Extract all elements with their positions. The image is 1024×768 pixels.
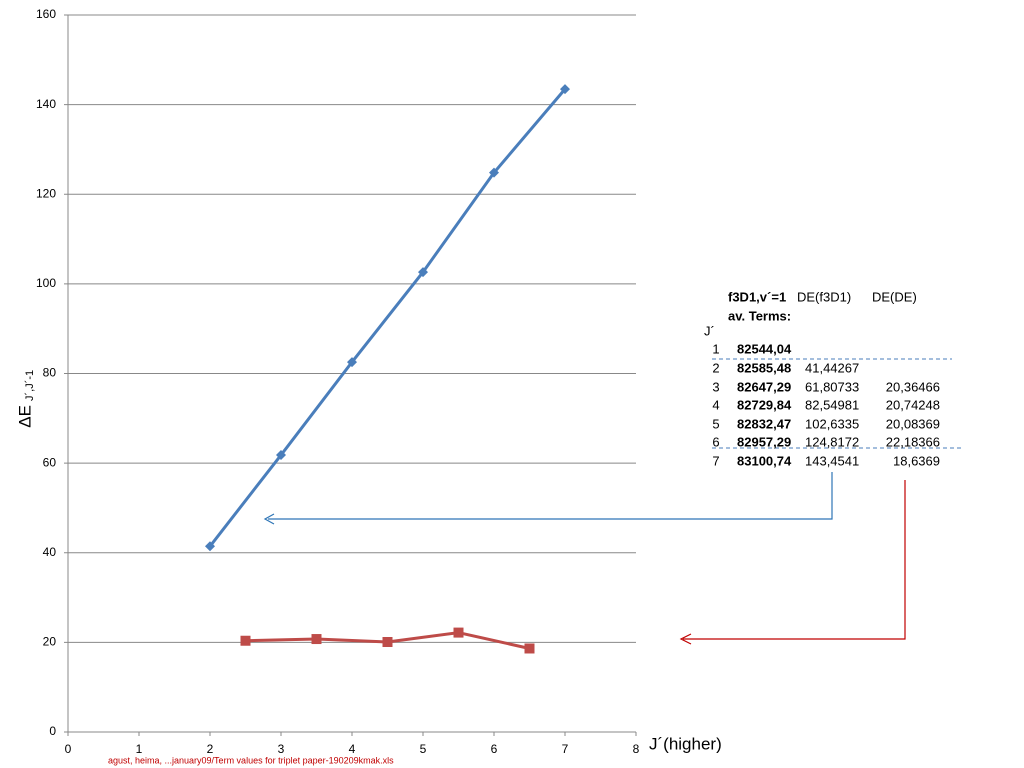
- table-cell: 82832,47: [737, 416, 791, 431]
- arrow: [683, 480, 906, 640]
- table-cell: 22,18366: [886, 434, 940, 449]
- table-title: f3D1,v´=1: [728, 289, 786, 304]
- x-tick-label: 1: [136, 742, 143, 756]
- table-cell: 143,4541: [805, 453, 859, 468]
- x-tick-label: 7: [562, 742, 569, 756]
- y-axis-label-sub: J´,J´-1: [24, 370, 36, 401]
- table-cell: 82585,48: [737, 360, 791, 375]
- marker: [240, 635, 251, 646]
- table-cell: 61,80733: [805, 379, 859, 394]
- line: [208, 88, 567, 548]
- table-cell: 82729,84: [737, 397, 792, 412]
- x-tick-label: 5: [420, 742, 427, 756]
- y-tick-label: 20: [43, 635, 57, 649]
- arrowhead: [263, 513, 275, 525]
- y-axis-label: ΔE J´,J´-1: [15, 370, 35, 428]
- y-axis-label-main: ΔE: [15, 405, 34, 428]
- y-tick-label: 120: [36, 186, 56, 200]
- y-tick-label: 160: [36, 7, 56, 21]
- y-tick-label: 60: [43, 455, 57, 469]
- table-cell: 41,44267: [805, 360, 859, 375]
- x-axis-label: J´(higher): [649, 734, 722, 753]
- table-cell: 18,6369: [893, 453, 940, 468]
- table-cell: 3: [712, 379, 719, 394]
- marker: [205, 541, 215, 552]
- table-cell: 2: [712, 360, 719, 375]
- x-tick-label: 6: [491, 742, 498, 756]
- x-tick-label: 8: [633, 742, 640, 756]
- y-tick-label: 40: [43, 545, 57, 559]
- table-cell: 6: [712, 434, 719, 449]
- table-cell: 4: [712, 397, 719, 412]
- marker: [347, 357, 357, 368]
- marker: [311, 634, 322, 645]
- table-cell: 102,6335: [805, 416, 859, 431]
- x-tick-label: 4: [349, 742, 356, 756]
- y-tick-label: 140: [36, 97, 56, 111]
- x-tick-label: 0: [65, 742, 72, 756]
- source-note: agust, heima, ...january09/Term values f…: [108, 755, 394, 765]
- table-cell: 7: [712, 453, 719, 468]
- table-cell: 83100,74: [737, 453, 792, 468]
- arrowhead: [679, 633, 692, 645]
- marker: [489, 167, 499, 178]
- table-cell: 20,36466: [886, 379, 940, 394]
- table-header: DE(DE): [872, 289, 917, 304]
- marker: [418, 267, 428, 278]
- y-tick-label: 80: [43, 366, 57, 380]
- marker: [453, 627, 464, 638]
- table-cell: 82647,29: [737, 379, 791, 394]
- table-cell: 1: [712, 341, 719, 356]
- table-cell: 20,08369: [886, 416, 940, 431]
- marker: [524, 643, 535, 654]
- y-tick-label: 0: [49, 724, 56, 738]
- table-header: DE(f3D1): [797, 289, 851, 304]
- marker: [382, 636, 393, 647]
- table-cell: 124,8172: [805, 434, 859, 449]
- table-subtitle: av. Terms:: [728, 308, 791, 323]
- table-cell: 82544,04: [737, 341, 792, 356]
- marker: [560, 84, 570, 95]
- arrow: [268, 472, 833, 520]
- table-cell: 82,54981: [805, 397, 859, 412]
- table-cell: 82957,29: [737, 434, 791, 449]
- table-header: J´: [704, 323, 715, 338]
- x-tick-label: 2: [207, 742, 214, 756]
- table-cell: 5: [712, 416, 719, 431]
- y-tick-label: 100: [36, 276, 56, 290]
- marker: [276, 450, 286, 461]
- table-cell: 20,74248: [886, 397, 940, 412]
- x-tick-label: 3: [278, 742, 285, 756]
